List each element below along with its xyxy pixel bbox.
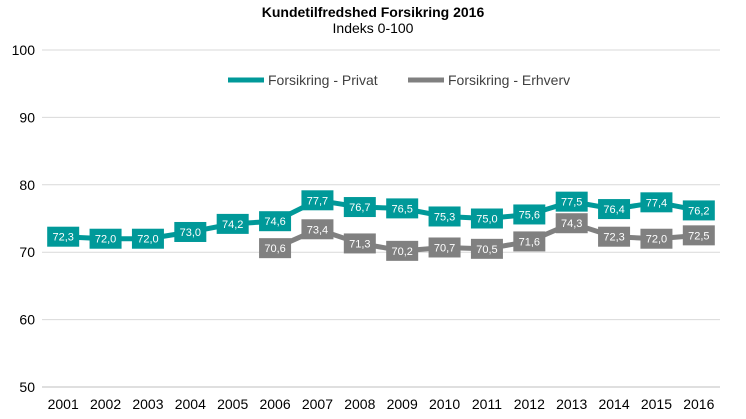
data-label: 77,5 [561, 197, 582, 209]
x-axis: 2001 2002 2003 2004 2005 2006 2007 2008 2009 2010… [48, 396, 715, 412]
series-group: 72,3 72,0 72,0 73,0 74,2 74,6 77,7 76,7 76,5 75,3… [47, 190, 715, 261]
data-point [470, 208, 503, 229]
data-point [682, 225, 715, 246]
y-tick-label: 70 [19, 244, 35, 260]
data-point [598, 199, 631, 220]
data-point [470, 238, 503, 259]
data-label: 77,4 [646, 197, 667, 209]
legend-item: Forsikring - Privat [228, 72, 378, 88]
data-point [555, 191, 588, 212]
x-tick-label: 2013 [556, 396, 587, 412]
data-label: 71,6 [519, 236, 540, 248]
y-tick-label: 50 [19, 379, 35, 395]
x-tick-label: 2016 [683, 396, 714, 412]
legend-label: Forsikring - Privat [268, 72, 378, 88]
data-label: 76,2 [688, 205, 709, 217]
data-label: 76,5 [391, 203, 412, 215]
data-point [343, 197, 376, 218]
chart-subtitle: Indeks 0-100 [333, 20, 414, 36]
data-label: 70,7 [434, 242, 455, 254]
data-label: 73,4 [307, 224, 328, 236]
data-point [555, 213, 588, 234]
data-point [259, 211, 292, 232]
data-label: 70,2 [391, 246, 412, 258]
data-label: 75,0 [476, 214, 497, 226]
x-tick-label: 2003 [132, 396, 163, 412]
data-label: 70,5 [476, 244, 497, 256]
data-point [343, 233, 376, 254]
data-label: 76,7 [349, 202, 370, 214]
data-point [428, 206, 461, 227]
x-tick-label: 2014 [598, 396, 629, 412]
y-tick-label: 90 [19, 109, 35, 125]
data-label: 76,4 [603, 204, 624, 216]
x-tick-label: 2001 [48, 396, 79, 412]
data-point [89, 228, 122, 249]
x-tick-label: 2008 [344, 396, 375, 412]
data-label: 72,0 [95, 234, 116, 246]
data-point [301, 190, 334, 211]
data-point [513, 231, 546, 252]
data-label: 72,5 [688, 230, 709, 242]
data-point [47, 226, 80, 247]
y-tick-label: 80 [19, 177, 35, 193]
data-label: 75,6 [519, 209, 540, 221]
data-point [386, 240, 419, 261]
data-point [598, 226, 631, 247]
data-label: 77,7 [307, 195, 328, 207]
x-tick-label: 2004 [175, 396, 206, 412]
data-label: 74,6 [264, 216, 285, 228]
y-tick-label: 60 [19, 312, 35, 328]
x-tick-label: 2002 [90, 396, 121, 412]
data-label: 74,2 [222, 219, 243, 231]
x-tick-label: 2015 [641, 396, 672, 412]
data-label: 72,3 [603, 232, 624, 244]
data-label: 72,0 [137, 234, 158, 246]
data-point [131, 228, 164, 249]
x-tick-label: 2011 [472, 396, 502, 412]
series-erhverv: 70,6 73,4 71,3 70,2 70,7 70,5 71,6 74,3 72,3 72,0… [259, 213, 715, 261]
data-point [259, 238, 292, 259]
gridlines [42, 49, 720, 388]
x-tick-label: 2006 [259, 396, 290, 412]
data-point [513, 204, 546, 225]
data-point [682, 200, 715, 221]
data-point [640, 228, 673, 249]
x-tick-label: 2010 [429, 396, 460, 412]
x-tick-label: 2012 [514, 396, 545, 412]
data-point [216, 213, 249, 234]
series-privat: 72,3 72,0 72,0 73,0 74,2 74,6 77,7 76,7 76,5 75,3… [47, 190, 715, 249]
legend-item: Forsikring - Erhverv [408, 72, 570, 88]
legend-label: Forsikring - Erhverv [448, 72, 570, 88]
data-point [174, 221, 207, 242]
data-label: 72,3 [52, 232, 73, 244]
data-label: 75,3 [434, 211, 455, 223]
data-point [640, 192, 673, 213]
x-tick-label: 2005 [217, 396, 248, 412]
data-point [301, 219, 334, 240]
data-label: 74,3 [561, 218, 582, 230]
data-label: 73,0 [180, 227, 201, 239]
chart-title: Kundetilfredshed Forsikring 2016 [262, 4, 485, 20]
data-label: 72,0 [646, 234, 667, 246]
data-point [386, 198, 419, 219]
data-point [428, 237, 461, 258]
y-tick-label: 100 [12, 42, 36, 58]
data-label: 70,6 [264, 243, 285, 255]
y-axis: 50 60 70 80 90 100 [12, 42, 36, 395]
legend: Forsikring - Privat Forsikring - Erhverv [228, 72, 570, 88]
series-line [63, 197, 700, 242]
data-label: 71,3 [349, 238, 370, 250]
x-tick-label: 2007 [302, 396, 333, 412]
x-tick-label: 2009 [387, 396, 418, 412]
